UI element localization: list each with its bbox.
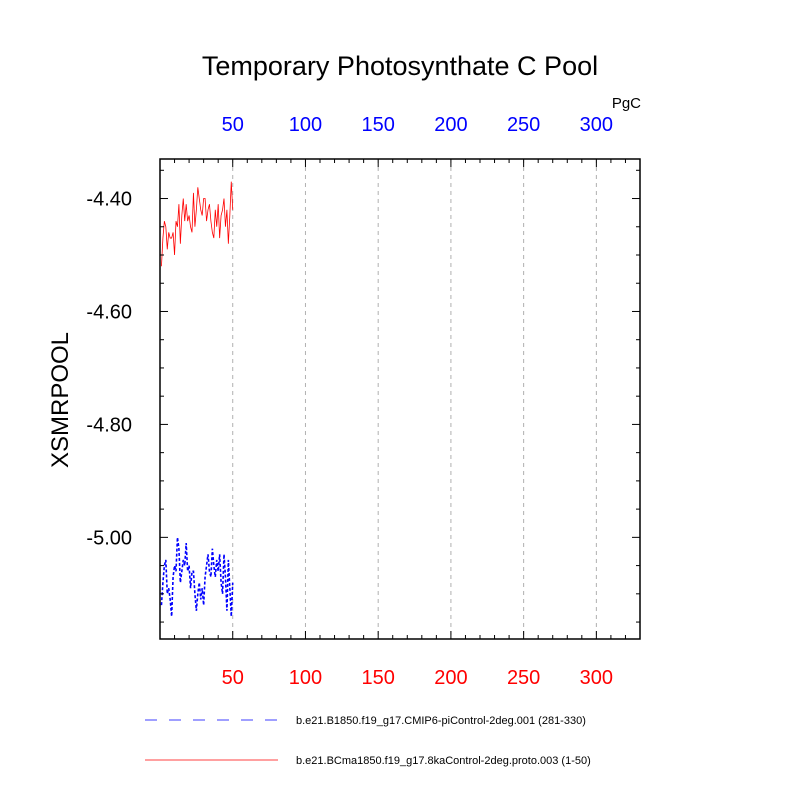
x-tick-label-top: 250	[507, 114, 540, 136]
legend-label-1: b.e21.B1850.f19_g17.CMIP6-piControl-2deg…	[296, 715, 586, 727]
units-label: PgC	[612, 95, 641, 112]
legend: b.e21.B1850.f19_g17.CMIP6-piControl-2deg…	[145, 715, 591, 767]
x-tick-label-top: 300	[580, 114, 613, 136]
x-tick-label-bottom: 150	[361, 667, 394, 689]
grid-lines	[232, 159, 597, 639]
x-tick-label-top: 100	[289, 114, 322, 136]
x-tick-label-bottom: 50	[222, 667, 244, 689]
x-tick-label-top: 150	[361, 114, 394, 136]
x-tick-label-bottom: 100	[289, 667, 322, 689]
y-tick-label: -4.40	[86, 189, 132, 211]
y-tick-label: -5.00	[86, 527, 132, 549]
x-tick-label-bottom: 300	[580, 667, 613, 689]
y-tick-label: -4.60	[86, 301, 132, 323]
plot-frame	[159, 158, 641, 640]
y-axis-label: XSMRPOOL	[47, 332, 74, 468]
chart-title: Temporary Photosynthate C Pool	[202, 51, 598, 81]
y-tick-label: -4.80	[86, 414, 132, 436]
x-tick-label-bottom: 250	[507, 667, 540, 689]
x-tick-label-bottom: 200	[434, 667, 467, 689]
axis-ticks	[160, 159, 641, 639]
series-line-1	[160, 537, 234, 617]
legend-label-2: b.e21.BCma1850.f19_g17.8kaControl-2deg.p…	[296, 755, 591, 767]
series-layer	[160, 181, 234, 617]
x-tick-label-top: 50	[222, 114, 244, 136]
x-tick-label-top: 200	[434, 114, 467, 136]
tick-labels: 50 50 100 100 150 150 200 200 250 250 300 300 -4.40 -…	[86, 114, 613, 689]
series-line-2	[161, 181, 234, 267]
